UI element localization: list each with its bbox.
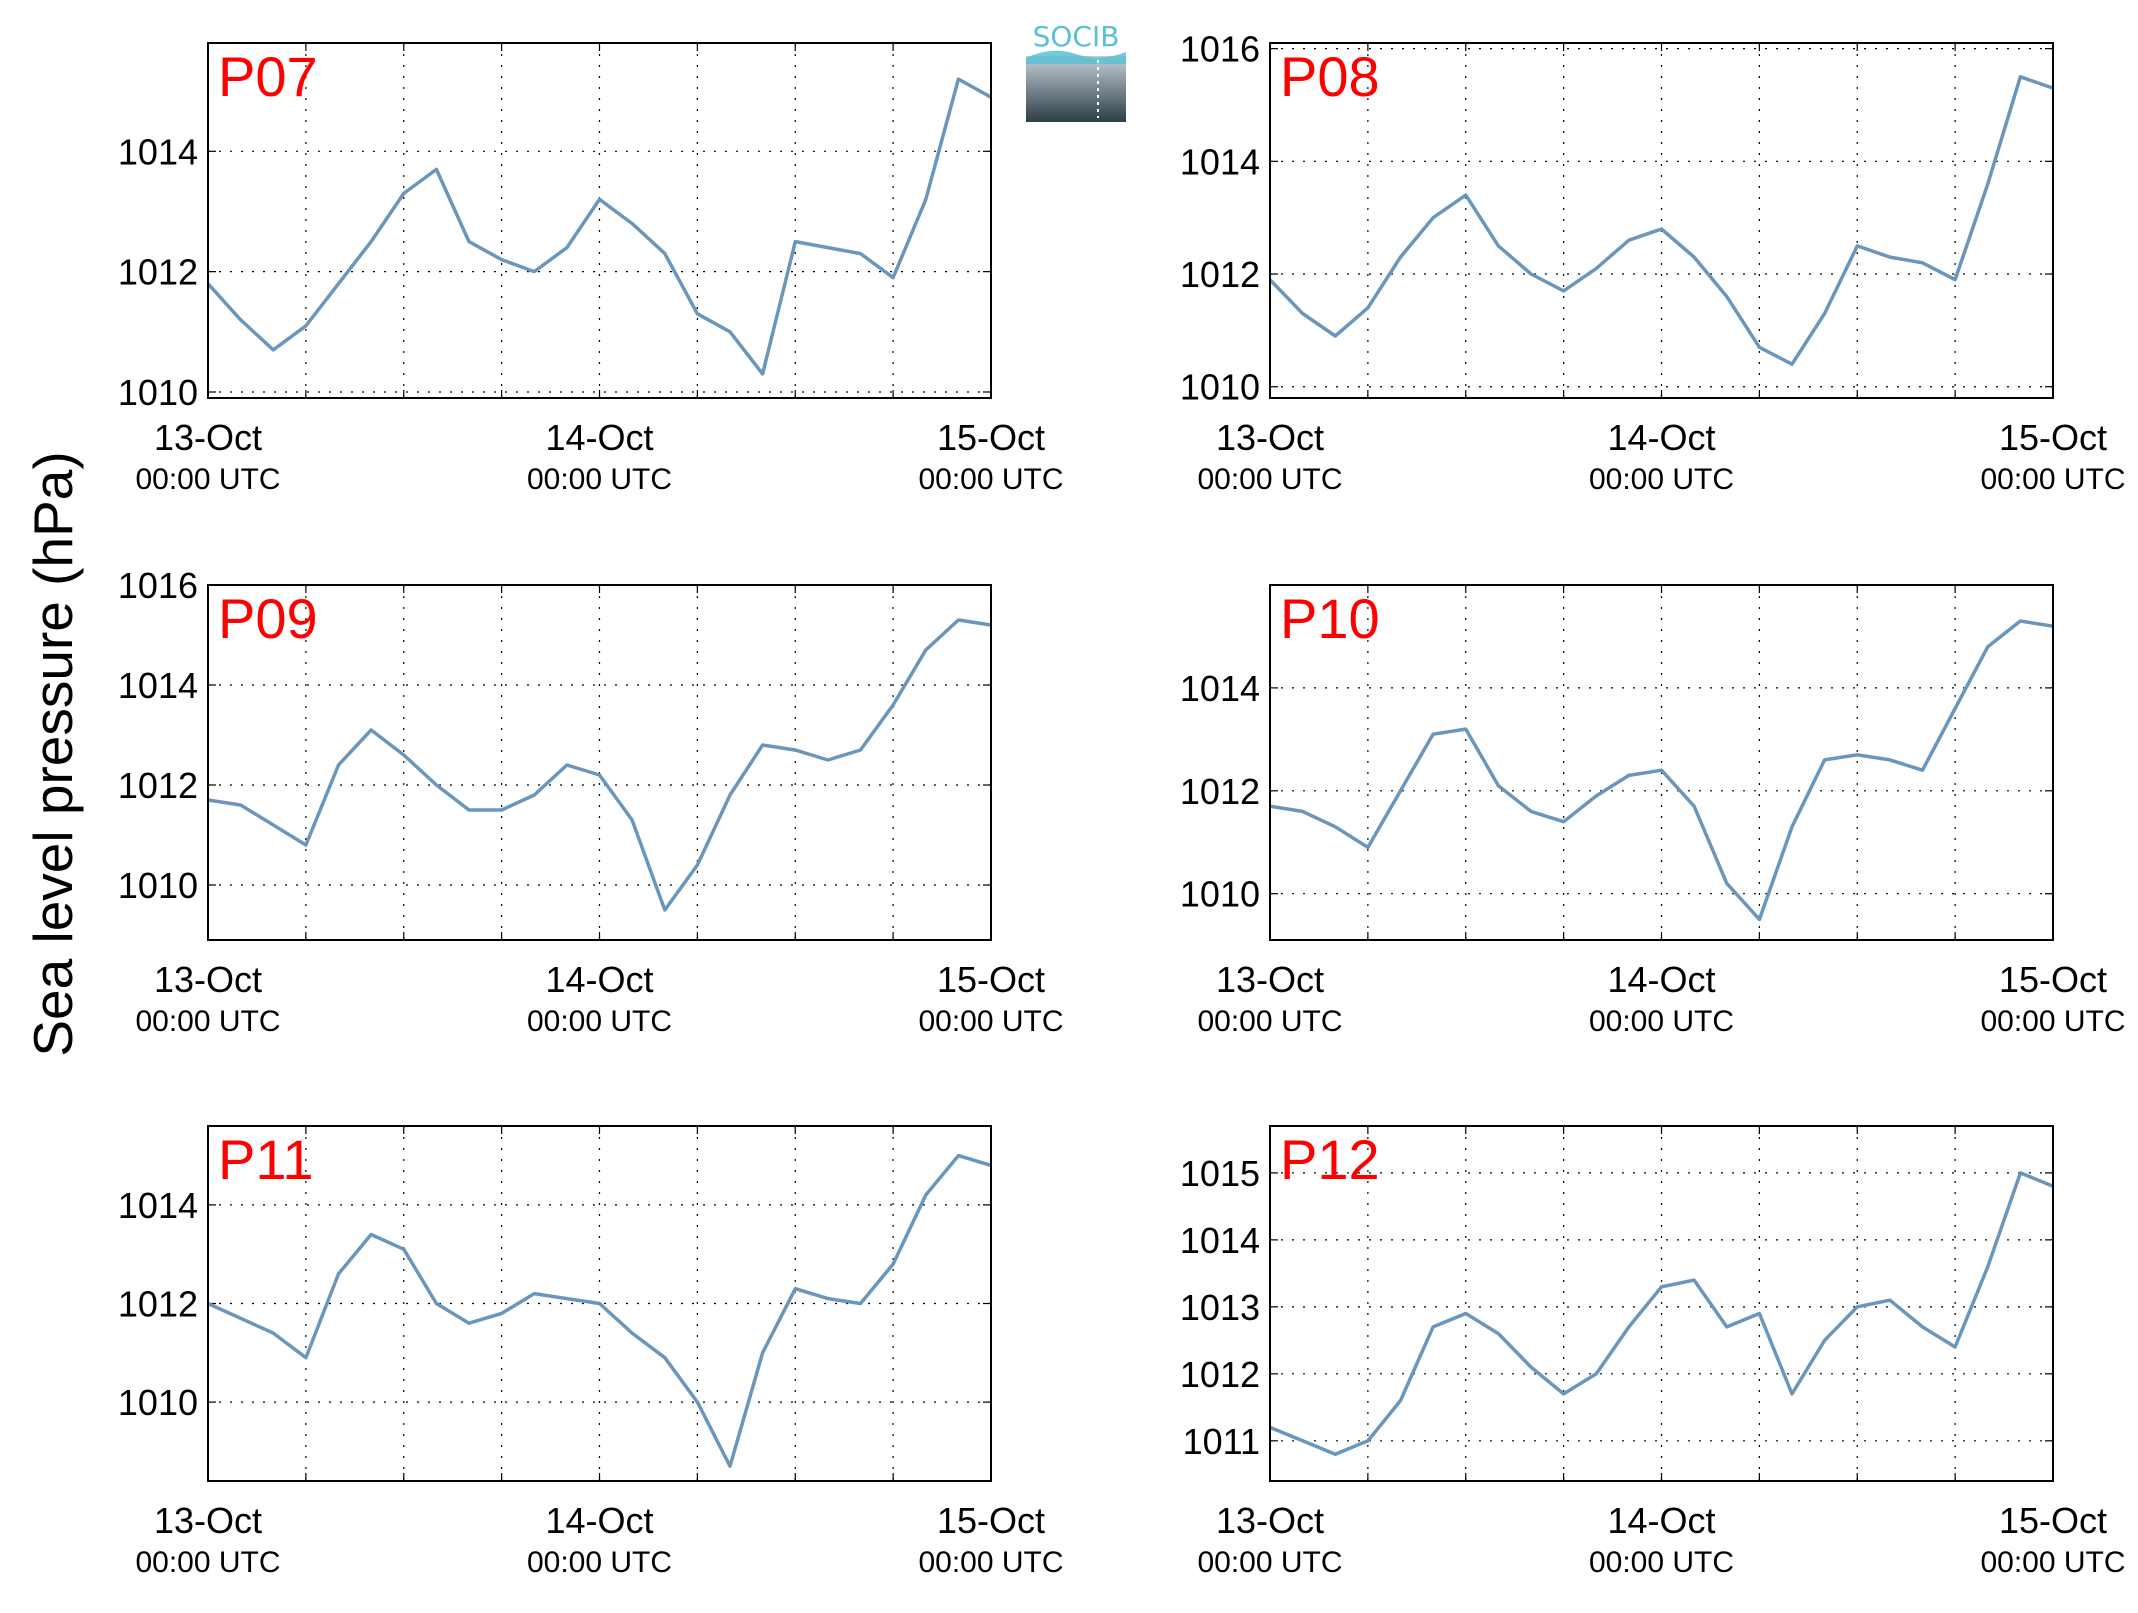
x-tick-label-time: 00:00 UTC xyxy=(1197,1005,1342,1038)
y-tick-label: 1016 xyxy=(1180,29,1260,70)
x-tick-label-date: 14-Oct xyxy=(545,417,653,458)
y-tick-label: 1015 xyxy=(1180,1153,1260,1194)
x-tick-label-time: 00:00 UTC xyxy=(527,1005,672,1038)
y-tick-label: 1012 xyxy=(118,252,198,293)
x-tick-label-time: 00:00 UTC xyxy=(1589,463,1734,496)
panel-p12: 1011 1012 1013 1014 1015 13-Oct 00:00 UTC 14-Oc… xyxy=(1180,1126,2126,1579)
y-tick-label: 1012 xyxy=(118,765,198,806)
y-tick-label: 1013 xyxy=(1180,1287,1260,1328)
socib-logo: SOCIB xyxy=(1026,18,1126,122)
x-tick-label-date: 15-Oct xyxy=(937,417,1045,458)
x-tick-label-date: 14-Oct xyxy=(545,1500,653,1541)
y-tick-label: 1014 xyxy=(1180,668,1260,709)
panel-label: P10 xyxy=(1280,587,1380,650)
x-tick-label-time: 00:00 UTC xyxy=(135,1546,280,1579)
logo-text: SOCIB xyxy=(1033,20,1120,53)
x-tick-label-time: 00:00 UTC xyxy=(1197,463,1342,496)
y-tick-label: 1012 xyxy=(1180,771,1260,812)
x-tick-label-time: 00:00 UTC xyxy=(527,463,672,496)
x-tick-label-time: 00:00 UTC xyxy=(1589,1005,1734,1038)
pressure-series-line xyxy=(1270,621,2053,919)
y-tick-label: 1010 xyxy=(118,1382,198,1423)
x-tick-label-time: 00:00 UTC xyxy=(1980,1546,2125,1579)
y-tick-label: 1012 xyxy=(118,1284,198,1325)
x-tick-label-date: 15-Oct xyxy=(937,1500,1045,1541)
pressure-series-line xyxy=(208,1156,991,1467)
panel-label: P08 xyxy=(1280,45,1380,108)
y-tick-label: 1010 xyxy=(118,372,198,413)
logo-block xyxy=(1026,56,1126,122)
x-tick-label-time: 00:00 UTC xyxy=(1197,1546,1342,1579)
panel-p11: 1010 1012 1014 13-Oct 00:00 UTC 14-Oct 00:00 U… xyxy=(118,1126,1064,1579)
panel-label: P09 xyxy=(218,587,318,650)
x-tick-label-date: 15-Oct xyxy=(1999,959,2107,1000)
x-tick-label-date: 13-Oct xyxy=(154,1500,262,1541)
y-tick-label: 1012 xyxy=(1180,254,1260,295)
y-tick-label: 1014 xyxy=(118,131,198,172)
x-tick-label-time: 00:00 UTC xyxy=(527,1546,672,1579)
panel-p09: 1010 1012 1014 1016 13-Oct 00:00 UTC 14-Oct 00:… xyxy=(118,565,1064,1038)
x-tick-label-date: 14-Oct xyxy=(1607,417,1715,458)
panel-p08: 1010 1012 1014 1016 13-Oct 00:00 UTC 14-Oct 00:… xyxy=(1180,29,2126,496)
x-tick-label-time: 00:00 UTC xyxy=(918,463,1063,496)
y-tick-label: 1010 xyxy=(1180,367,1260,408)
panel-p10: 1010 1012 1014 13-Oct 00:00 UTC 14-Oct 00:00 U… xyxy=(1180,585,2126,1038)
y-tick-label: 1014 xyxy=(1180,1220,1260,1261)
panel-p07: 1010 1012 1014 13-Oct 00:00 UTC 14-Oct 00:00 U… xyxy=(118,43,1064,496)
y-tick-label: 1010 xyxy=(1180,874,1260,915)
panel-label: P07 xyxy=(218,45,318,108)
y-tick-label: 1014 xyxy=(1180,141,1260,182)
x-tick-label-date: 13-Oct xyxy=(154,417,262,458)
x-tick-label-date: 15-Oct xyxy=(1999,417,2107,458)
x-tick-label-time: 00:00 UTC xyxy=(918,1005,1063,1038)
x-tick-label-date: 15-Oct xyxy=(1999,1500,2107,1541)
y-tick-label: 1012 xyxy=(1180,1354,1260,1395)
x-tick-label-date: 14-Oct xyxy=(1607,959,1715,1000)
x-tick-label-time: 00:00 UTC xyxy=(1980,463,2125,496)
x-tick-label-time: 00:00 UTC xyxy=(135,463,280,496)
x-tick-label-time: 00:00 UTC xyxy=(1980,1005,2125,1038)
panel-label: P11 xyxy=(218,1128,313,1191)
y-tick-label: 1011 xyxy=(1183,1421,1260,1462)
x-tick-label-date: 13-Oct xyxy=(1216,417,1324,458)
x-tick-label-time: 00:00 UTC xyxy=(135,1005,280,1038)
x-tick-label-date: 13-Oct xyxy=(154,959,262,1000)
panel-label: P12 xyxy=(1280,1128,1380,1191)
y-tick-label: 1010 xyxy=(118,865,198,906)
y-tick-label: 1014 xyxy=(118,1185,198,1226)
x-tick-label-date: 14-Oct xyxy=(1607,1500,1715,1541)
x-tick-label-date: 13-Oct xyxy=(1216,959,1324,1000)
x-tick-label-time: 00:00 UTC xyxy=(1589,1546,1734,1579)
x-tick-label-date: 14-Oct xyxy=(545,959,653,1000)
y-tick-label: 1016 xyxy=(118,565,198,606)
x-tick-label-date: 15-Oct xyxy=(937,959,1045,1000)
y-tick-label: 1014 xyxy=(118,665,198,706)
x-tick-label-date: 13-Oct xyxy=(1216,1500,1324,1541)
x-tick-label-time: 00:00 UTC xyxy=(918,1546,1063,1579)
